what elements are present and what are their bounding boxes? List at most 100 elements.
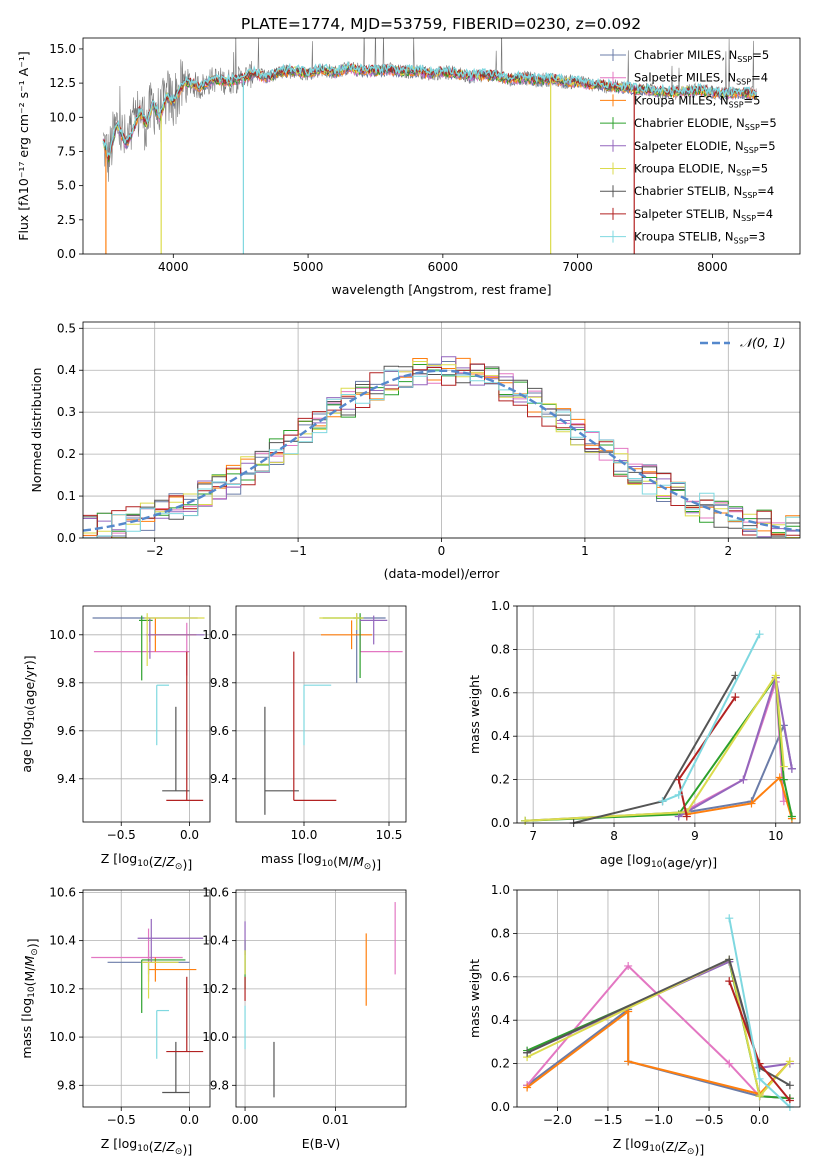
x-axis-label: E(B-V): [302, 1136, 341, 1151]
spectrum-chart: 4000 5000 6000 7000 8000 0.0 2.5 5.0 7.5 10.0 12.5…: [16, 37, 801, 297]
weight-marker: [624, 1057, 633, 1066]
y-tick-label: 9.8: [57, 676, 76, 690]
normal-curve: [83, 369, 800, 532]
weight-line: [678, 677, 793, 818]
weight-marker: [725, 1059, 734, 1068]
histogram-series: [83, 361, 800, 538]
y-tick-label: 10.0: [49, 1030, 76, 1044]
axes-frame: [516, 605, 801, 824]
y-axis-label: age [log10(age/yr)]: [19, 655, 37, 772]
plot-area: [83, 356, 800, 538]
weight-marker: [747, 799, 756, 808]
y-tick-label: 9.6: [210, 724, 229, 738]
y-tick-label: 5.0: [57, 179, 76, 193]
weight-marker: [775, 773, 784, 782]
y-tick-label: 0.4: [491, 1013, 510, 1027]
y-axis-label: Flux [fλ10⁻¹⁷ erg cm⁻² s⁻¹ A⁻¹]: [16, 51, 31, 240]
x-tick-label: 5000: [293, 260, 324, 274]
legend-label: Chabrier MILES, NSSP=5: [634, 48, 769, 64]
y-tick-label: 10.4: [202, 934, 229, 948]
y-tick-label: 9.4: [210, 772, 229, 786]
weight-marker: [755, 1092, 764, 1101]
y-axis-label: mass weight: [467, 675, 482, 754]
x-tick-label: −1: [289, 544, 307, 558]
weight-marker: [731, 693, 740, 702]
y-axis-label: Normed distribution: [29, 368, 44, 493]
y-tick-label: 15.0: [49, 42, 76, 56]
x-axis-label: wavelength [Angstrom, rest frame]: [331, 282, 551, 297]
x-tick-label: −0.5: [694, 1113, 723, 1127]
x-tick-label: −0.5: [107, 1113, 136, 1127]
y-tick-label: 1.0: [491, 599, 510, 613]
age-vs-Z-chart: −0.5 0.0 9.4 9.6 9.8 10.0 Z [log10(Z/Z⊙)] age […: [19, 605, 211, 872]
x-tick-label: 8000: [697, 260, 728, 274]
x-tick-label: 1: [581, 544, 589, 558]
x-tick-label: 0.01: [322, 1113, 349, 1127]
x-tick-label: 10.5: [376, 828, 403, 842]
x-axis-label: mass [log10(M/M⊙)]: [261, 851, 381, 872]
weight-marker: [674, 812, 683, 821]
x-tick-label: 8: [610, 829, 618, 843]
axes-frame: [82, 37, 801, 255]
x-tick-label: −1.0: [644, 1113, 673, 1127]
weight-marker: [787, 812, 796, 821]
weight-marker: [771, 671, 780, 680]
y-tick-label: 0.0: [491, 1100, 510, 1114]
weight-marker: [725, 914, 734, 923]
weight-marker: [523, 1083, 532, 1092]
y-tick-label: 10.0: [49, 628, 76, 642]
y-tick-label: 0.2: [57, 447, 76, 461]
age-vs-mass-chart: 10.0 10.5 9.4 9.6 9.8 10.0 mass [log10(M/M⊙)]: [202, 605, 407, 872]
weight-line: [525, 672, 785, 822]
weight-marker: [779, 762, 788, 771]
weight-marker: [755, 630, 764, 639]
y-tick-label: 9.8: [210, 1078, 229, 1092]
weight-marker: [682, 812, 691, 821]
y-tick-label: 0.4: [57, 363, 76, 377]
x-axis-label: (data-model)/error: [384, 566, 501, 581]
x-axis-label: Z [log10(Z/Z⊙)]: [101, 1136, 192, 1157]
y-tick-label: 0.4: [491, 729, 510, 743]
weight-marker: [755, 1074, 764, 1083]
x-tick-label: −2: [146, 544, 164, 558]
axes-frame: [235, 605, 407, 823]
plot-area: [102, 38, 758, 254]
x-tick-label: 10: [768, 829, 783, 843]
x-tick-label: −1.5: [593, 1113, 622, 1127]
legend-label: 𝒩(0, 1): [740, 335, 786, 350]
plot-area: [264, 613, 403, 815]
y-axis-label: mass [log10(M/M⊙)]: [19, 938, 40, 1058]
weight-line: [526, 957, 791, 1099]
weight-marker: [785, 1081, 794, 1090]
x-tick-label: 4000: [158, 260, 189, 274]
y-tick-label: 10.4: [49, 934, 76, 948]
y-axis-label: mass weight: [467, 959, 482, 1038]
y-tick-label: 0.3: [57, 405, 76, 419]
y-tick-label: 9.8: [57, 1078, 76, 1092]
x-axis-label: Z [log10(Z/Z⊙)]: [101, 851, 192, 872]
x-tick-label: 0.0: [180, 1113, 199, 1127]
weight-vs-Z-chart: −2.0 −1.5 −1.0 −0.5 0.0 0.0 0.2 0.4 0.6 0.8 1.0 Z […: [467, 883, 801, 1157]
weight-vs-age-chart: 7 8 9 10 0.0 0.2 0.4 0.6 0.8 1.0 age [log10(age/yr…: [467, 599, 801, 870]
y-tick-label: 0.2: [491, 1057, 510, 1071]
legend-label: Kroupa STELIB, NSSP=3: [634, 230, 765, 246]
y-tick-label: 0.6: [491, 970, 510, 984]
plot-area: [92, 613, 205, 802]
y-tick-label: 10.2: [49, 982, 76, 996]
histogram-series: [83, 363, 800, 538]
y-tick-label: 7.5: [57, 144, 76, 158]
histogram-series: [83, 356, 800, 538]
axes-frame: [82, 605, 211, 823]
x-axis-label: Z [log10(Z/Z⊙)]: [613, 1136, 704, 1157]
legend-label: Kroupa ELODIE, NSSP=5: [634, 162, 768, 178]
x-tick-label: 9: [691, 829, 699, 843]
spectrum-legend: Chabrier MILES, NSSP=5 Salpeter MILES, NS…: [600, 48, 777, 246]
weight-marker: [725, 955, 734, 964]
y-tick-label: 0.8: [491, 642, 510, 656]
y-tick-label: 0.1: [57, 489, 76, 503]
x-tick-label: 6000: [428, 260, 459, 274]
legend-label: Salpeter ELODIE, NSSP=5: [634, 139, 776, 155]
plot-area: [523, 914, 794, 1111]
plot-area: [521, 630, 796, 827]
x-axis-label: age [log10(age/yr)]: [600, 852, 717, 870]
